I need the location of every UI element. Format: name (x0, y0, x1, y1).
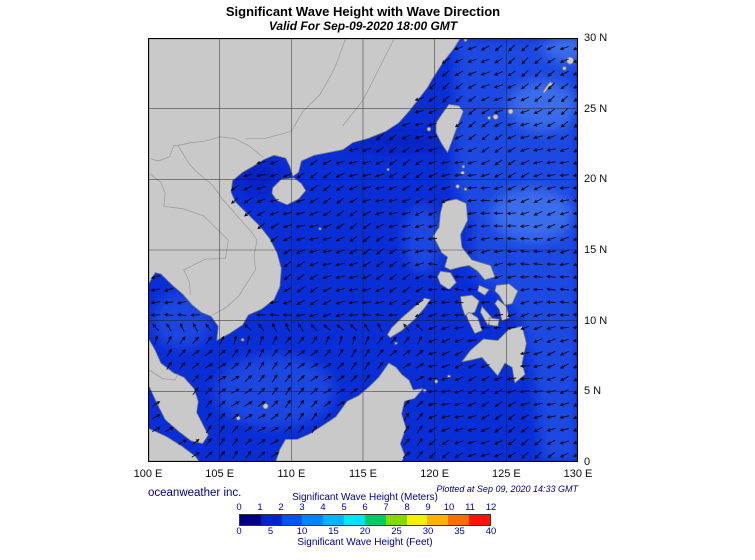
feet-tick: 25 (391, 526, 402, 537)
colorbar-cell (344, 515, 365, 525)
feet-tick: 35 (454, 526, 465, 537)
colorbar-cell (448, 515, 470, 525)
lon-label: 115 E (349, 468, 377, 480)
lat-label: 15 N (584, 244, 608, 256)
colorbar-cell (323, 515, 345, 525)
meters-tick: 6 (362, 502, 368, 513)
plotted-timestamp: Plotted at Sep 09, 2020 14:33 GMT (436, 484, 578, 494)
lon-label: 130 E (563, 468, 593, 480)
feet-tick: 20 (359, 526, 371, 537)
feet-tick: 10 (296, 526, 308, 537)
valid-time-subtitle: Valid For Sep-09-2020 18:00 GMT (268, 19, 458, 33)
page-title: Significant Wave Height with Wave Direct… (225, 4, 501, 19)
credit-text: oceanweather inc. (148, 487, 242, 499)
colorbar-cell (364, 515, 386, 525)
meters-tick: 7 (383, 502, 389, 513)
colorbar-cell (427, 515, 449, 525)
meters-tick: 3 (299, 502, 305, 513)
meters-tick: 4 (320, 502, 326, 513)
lat-label: 20 N (584, 173, 608, 186)
lat-label: 0 (584, 456, 591, 468)
colorbar-cell (385, 515, 407, 525)
meters-tick: 2 (278, 502, 284, 513)
colorbar-feet-title: Significant Wave Height (Feet) (297, 537, 433, 548)
feet-tick: 30 (422, 526, 434, 537)
lat-label: 5 N (584, 385, 602, 398)
lon-label: 100 E (133, 468, 163, 480)
feet-tick: 40 (485, 526, 497, 537)
lat-label: 30 N (584, 32, 608, 44)
feet-tick: 15 (328, 526, 339, 537)
wave-map (148, 38, 578, 462)
colorbar-cell (260, 515, 282, 525)
meters-tick: 1 (257, 502, 263, 513)
colorbar-cell (240, 515, 261, 525)
colorbar-cell (281, 515, 303, 525)
meters-tick: 5 (341, 502, 347, 513)
lat-label: 10 N (584, 314, 608, 327)
wave-direction-arrows (150, 44, 578, 459)
meters-tick: 0 (236, 502, 242, 513)
colorbar-cell (406, 515, 428, 525)
colorbar-feet-ticks: 0 5 10 15 20 25 30 35 40 (236, 526, 496, 537)
meters-tick: 10 (443, 502, 455, 513)
meters-tick: 9 (425, 502, 431, 513)
colorbar-gradient (239, 514, 491, 526)
feet-tick: 0 (236, 526, 242, 537)
lon-label: 120 E (420, 468, 450, 480)
colorbar-cell (469, 515, 490, 525)
lat-label: 25 N (584, 102, 608, 115)
meters-tick: 11 (465, 502, 475, 513)
lon-label: 105 E (205, 468, 235, 480)
colorbar-meters-ticks: 0 1 2 3 4 5 6 7 8 9 10 11 12 (236, 502, 496, 513)
colorbar-meters-title: Significant Wave Height (Meters) (292, 492, 438, 503)
feet-tick: 5 (267, 526, 274, 537)
lon-label: 110 E (277, 468, 306, 480)
meters-tick: 12 (485, 502, 497, 513)
lon-label: 125 E (491, 468, 521, 480)
colorbar-cell (302, 515, 324, 525)
meters-tick: 8 (404, 502, 410, 513)
